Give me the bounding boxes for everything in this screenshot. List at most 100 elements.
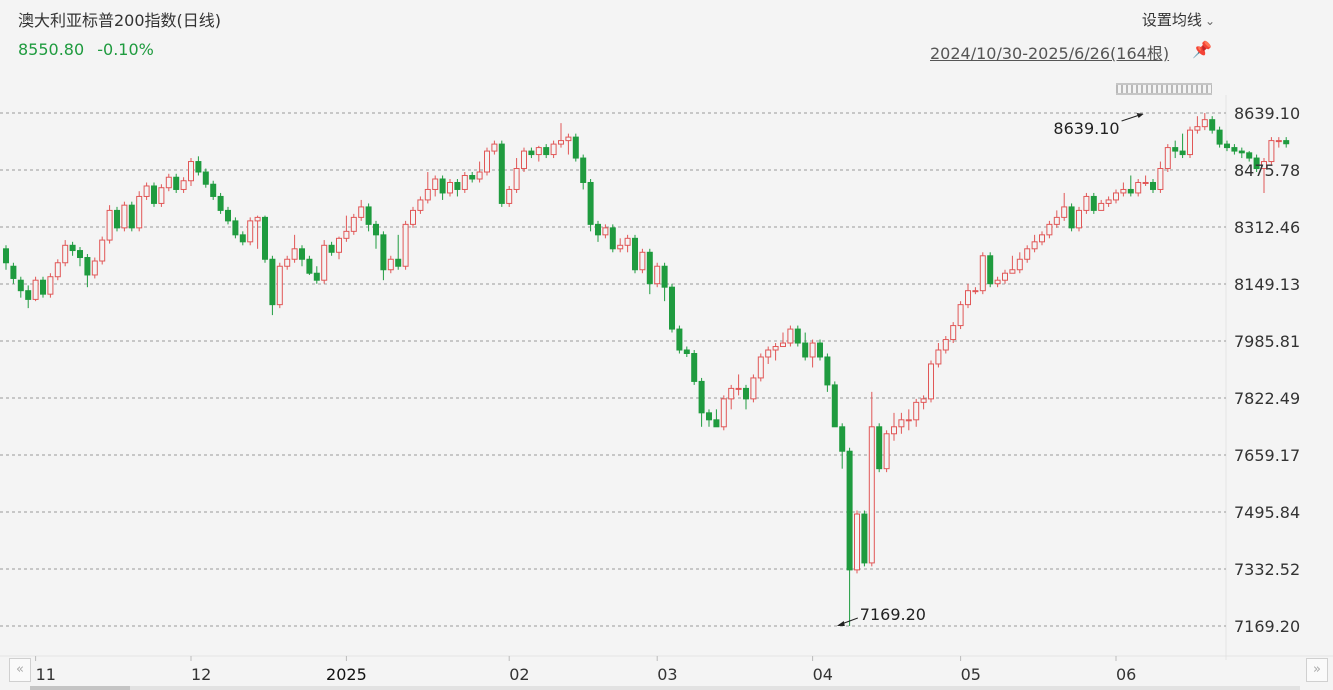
quote-line: 8550.80 -0.10% xyxy=(18,40,162,59)
x-tick-label: 2025 xyxy=(326,665,367,684)
candle xyxy=(343,215,350,242)
candle xyxy=(498,140,505,207)
candle-body xyxy=(1261,161,1267,170)
date-range-link[interactable]: 2024/10/30-2025/6/26(164根) xyxy=(930,44,1170,63)
candle xyxy=(942,336,949,354)
candle xyxy=(291,234,298,263)
candle xyxy=(195,156,202,176)
candle-body xyxy=(158,187,165,204)
candle-body xyxy=(350,216,357,232)
candle-body xyxy=(484,150,490,173)
candle xyxy=(565,133,572,155)
candle xyxy=(743,384,749,410)
candle-body xyxy=(994,279,1001,285)
candle-body xyxy=(824,356,831,386)
scroll-thumb[interactable] xyxy=(30,686,130,690)
candle xyxy=(321,240,328,284)
candle-body xyxy=(861,513,868,564)
chart-scrollbar[interactable] xyxy=(30,686,1300,690)
candle xyxy=(136,191,143,232)
candle xyxy=(595,220,601,242)
candle xyxy=(1179,133,1186,159)
candle xyxy=(898,412,905,434)
candle xyxy=(1142,175,1149,186)
candle-body xyxy=(432,178,439,190)
candle xyxy=(1135,178,1142,197)
candle-body xyxy=(1127,188,1134,194)
candle xyxy=(1194,116,1201,134)
candle-body xyxy=(595,223,601,236)
candle-body xyxy=(188,161,194,182)
candle xyxy=(402,220,409,270)
candle xyxy=(1113,189,1119,204)
candle xyxy=(188,158,194,186)
candle xyxy=(891,412,897,441)
candle xyxy=(928,360,934,403)
candle-body xyxy=(691,352,698,382)
candle-body xyxy=(365,206,372,225)
candle-body xyxy=(417,199,424,211)
candle-layer xyxy=(3,113,1290,626)
candle xyxy=(691,350,698,385)
candle xyxy=(1098,199,1105,211)
candle-body xyxy=(210,183,217,197)
candle xyxy=(787,325,794,347)
candle-body xyxy=(106,209,113,241)
candle-body xyxy=(639,251,646,271)
candle-body xyxy=(1209,119,1216,131)
candle xyxy=(676,325,683,354)
candle-body xyxy=(217,195,224,211)
candle xyxy=(913,398,920,427)
candle xyxy=(1231,144,1238,155)
candle xyxy=(62,240,69,267)
pin-icon[interactable]: 📌 xyxy=(1192,40,1212,59)
candle-body xyxy=(1039,234,1045,243)
candle-body xyxy=(1135,181,1142,194)
candle xyxy=(276,262,283,309)
candle-body xyxy=(565,136,572,142)
candle-body xyxy=(950,325,957,341)
ma-setting-button[interactable]: 设置均线 ⌄ xyxy=(1142,9,1215,30)
candle-body xyxy=(1194,126,1201,131)
candle xyxy=(358,199,365,221)
candle xyxy=(661,262,668,302)
candle xyxy=(395,234,402,270)
candle-body xyxy=(587,181,594,225)
candle xyxy=(491,140,498,155)
candle-body xyxy=(757,356,764,379)
candle-body xyxy=(661,265,668,288)
candle-body xyxy=(624,237,631,246)
candle xyxy=(1172,140,1179,159)
double-chevron-left-icon[interactable]: « xyxy=(9,658,31,682)
candle xyxy=(447,178,453,197)
candle-body xyxy=(136,195,143,229)
candle-body xyxy=(99,239,106,262)
candle xyxy=(735,374,742,396)
candle-body xyxy=(69,244,76,252)
candle xyxy=(380,231,387,281)
candle xyxy=(1201,113,1208,131)
candle xyxy=(550,140,557,159)
y-tick-label: 7659.17 xyxy=(1234,446,1300,465)
candle xyxy=(454,178,461,197)
candle xyxy=(173,173,180,193)
x-tick-label: 05 xyxy=(961,665,981,684)
candle-body xyxy=(713,419,720,428)
candle-body xyxy=(1157,168,1164,190)
candle xyxy=(794,325,801,347)
candle xyxy=(373,220,379,249)
candle-body xyxy=(676,328,683,351)
candle xyxy=(306,255,313,275)
y-tick-label: 8312.46 xyxy=(1234,218,1300,237)
candle-body xyxy=(1024,248,1031,260)
double-chevron-right-icon[interactable]: » xyxy=(1306,658,1328,682)
candle xyxy=(972,287,979,295)
candle xyxy=(239,231,246,246)
candle-body xyxy=(447,181,453,194)
candle xyxy=(1083,192,1090,214)
candle xyxy=(1187,126,1193,159)
candle-body xyxy=(609,227,616,250)
candle xyxy=(639,248,646,274)
candle-body xyxy=(291,248,298,260)
candle xyxy=(1068,203,1075,232)
